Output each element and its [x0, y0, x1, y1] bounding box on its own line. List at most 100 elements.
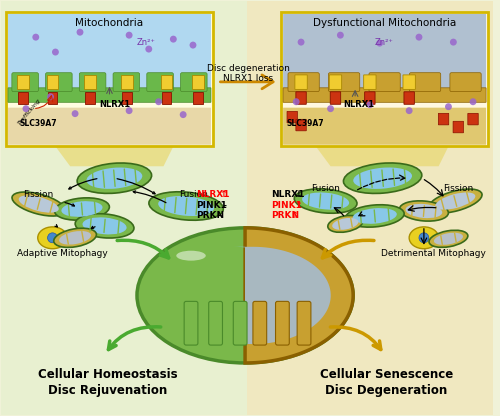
Text: Fusion: Fusion	[311, 183, 340, 193]
FancyBboxPatch shape	[330, 75, 342, 89]
Circle shape	[146, 46, 152, 52]
Ellipse shape	[62, 201, 102, 217]
FancyBboxPatch shape	[364, 75, 376, 89]
FancyBboxPatch shape	[113, 73, 140, 92]
FancyBboxPatch shape	[253, 301, 266, 345]
Ellipse shape	[158, 196, 214, 216]
Ellipse shape	[434, 233, 463, 245]
Circle shape	[337, 32, 344, 39]
FancyBboxPatch shape	[369, 73, 400, 92]
Circle shape	[126, 107, 132, 114]
Ellipse shape	[429, 230, 468, 248]
Circle shape	[32, 34, 39, 41]
Text: NLRX1: NLRX1	[272, 190, 305, 198]
Text: -: -	[212, 211, 222, 220]
Text: Disc Degeneration: Disc Degeneration	[326, 384, 448, 397]
Ellipse shape	[149, 192, 224, 220]
FancyBboxPatch shape	[287, 111, 298, 123]
Ellipse shape	[59, 231, 91, 245]
Ellipse shape	[346, 205, 404, 227]
Text: Cellular Homeostasis: Cellular Homeostasis	[38, 369, 177, 381]
Ellipse shape	[344, 163, 422, 193]
Text: Zn²⁺: Zn²⁺	[375, 37, 394, 47]
FancyBboxPatch shape	[410, 73, 440, 92]
Circle shape	[450, 39, 457, 46]
Ellipse shape	[428, 189, 482, 213]
Circle shape	[48, 233, 58, 243]
Ellipse shape	[75, 214, 134, 238]
FancyBboxPatch shape	[48, 92, 58, 104]
Circle shape	[445, 103, 452, 110]
FancyBboxPatch shape	[160, 75, 172, 89]
FancyBboxPatch shape	[208, 301, 222, 345]
FancyBboxPatch shape	[192, 75, 204, 89]
Ellipse shape	[54, 228, 96, 248]
Text: PINK1: PINK1	[272, 201, 302, 210]
Text: ↑: ↑	[288, 211, 298, 220]
Ellipse shape	[409, 227, 438, 249]
FancyBboxPatch shape	[180, 73, 207, 92]
Ellipse shape	[352, 208, 397, 224]
Circle shape	[76, 29, 84, 36]
Text: Adaptive Mitophagy: Adaptive Mitophagy	[17, 249, 108, 258]
Circle shape	[366, 101, 374, 108]
FancyBboxPatch shape	[184, 301, 198, 345]
FancyBboxPatch shape	[234, 301, 247, 345]
FancyBboxPatch shape	[283, 14, 486, 90]
FancyBboxPatch shape	[276, 301, 289, 345]
FancyBboxPatch shape	[297, 301, 311, 345]
Circle shape	[180, 111, 186, 118]
FancyBboxPatch shape	[8, 14, 210, 90]
Text: Detrimental Mitophagy: Detrimental Mitophagy	[382, 249, 486, 258]
Text: PRKN: PRKN	[196, 211, 224, 220]
Ellipse shape	[86, 168, 142, 189]
Text: ↓: ↓	[292, 190, 303, 198]
Text: Fusion: Fusion	[180, 190, 208, 198]
Circle shape	[155, 98, 162, 105]
FancyBboxPatch shape	[46, 75, 58, 89]
FancyBboxPatch shape	[288, 73, 320, 92]
FancyBboxPatch shape	[296, 92, 306, 104]
FancyBboxPatch shape	[12, 73, 38, 92]
Text: Disc degeneration: Disc degeneration	[206, 64, 290, 74]
Text: NLRX1: NLRX1	[344, 100, 374, 109]
FancyBboxPatch shape	[147, 73, 174, 92]
Ellipse shape	[400, 201, 448, 221]
Ellipse shape	[332, 218, 358, 230]
Ellipse shape	[18, 196, 59, 213]
Circle shape	[298, 39, 304, 46]
FancyBboxPatch shape	[17, 75, 29, 89]
Circle shape	[292, 98, 300, 105]
Text: SLC39A7: SLC39A7	[19, 119, 57, 128]
Text: PRKN: PRKN	[272, 211, 299, 220]
Polygon shape	[316, 146, 448, 166]
Circle shape	[190, 42, 196, 49]
FancyBboxPatch shape	[296, 119, 306, 131]
FancyBboxPatch shape	[80, 73, 106, 92]
FancyBboxPatch shape	[438, 113, 449, 125]
FancyBboxPatch shape	[84, 75, 96, 89]
Circle shape	[406, 107, 412, 114]
FancyBboxPatch shape	[283, 108, 486, 145]
FancyBboxPatch shape	[18, 92, 28, 104]
Circle shape	[327, 105, 334, 112]
FancyBboxPatch shape	[330, 92, 340, 104]
Ellipse shape	[77, 163, 152, 193]
FancyBboxPatch shape	[450, 73, 481, 92]
FancyBboxPatch shape	[122, 92, 132, 104]
Ellipse shape	[38, 227, 67, 249]
Ellipse shape	[12, 192, 66, 216]
Circle shape	[419, 233, 429, 243]
FancyBboxPatch shape	[328, 73, 360, 92]
Ellipse shape	[54, 198, 110, 220]
Ellipse shape	[406, 204, 442, 218]
Text: NLRX1: NLRX1	[100, 100, 131, 109]
Circle shape	[52, 49, 59, 55]
Circle shape	[72, 110, 78, 117]
Text: Mitochondria: Mitochondria	[76, 18, 144, 28]
FancyBboxPatch shape	[6, 12, 212, 146]
Polygon shape	[245, 247, 330, 344]
Ellipse shape	[302, 193, 349, 210]
FancyBboxPatch shape	[404, 92, 414, 104]
Text: Fission: Fission	[443, 183, 474, 193]
